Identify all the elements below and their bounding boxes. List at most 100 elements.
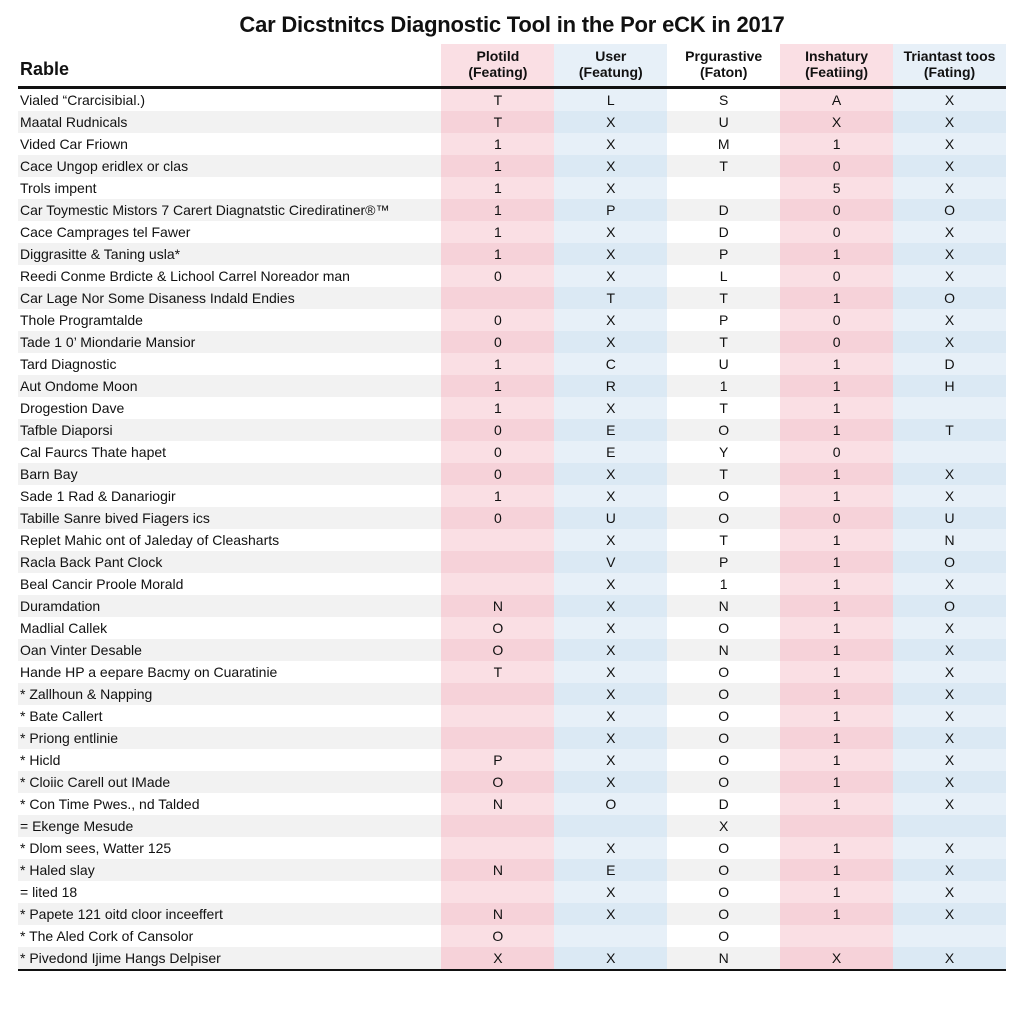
cell: R — [554, 375, 667, 397]
cell: T — [893, 419, 1006, 441]
table-row: Thole Programtalde0XP0X — [18, 309, 1006, 331]
row-label: * Bate Callert — [18, 705, 441, 727]
cell: X — [554, 133, 667, 155]
table-row: * Papete 121 oitd cloor inceeffertNXO1X — [18, 903, 1006, 925]
cell: N — [667, 639, 780, 661]
cell: 1 — [780, 595, 893, 617]
cell: O — [667, 881, 780, 903]
cell: 0 — [780, 221, 893, 243]
row-label: Tard Diagnostic — [18, 353, 441, 375]
cell: X — [893, 793, 1006, 815]
table-row: Tade 1 0’ Miondarie Mansior0XT0X — [18, 331, 1006, 353]
cell: X — [441, 947, 554, 970]
row-label: * Con Time Pwes., nd Talded — [18, 793, 441, 815]
row-label: * Hicld — [18, 749, 441, 771]
row-label: Vided Car Friown — [18, 133, 441, 155]
table-row: Tafble Diaporsi0EO1T — [18, 419, 1006, 441]
cell: X — [780, 947, 893, 970]
cell: X — [554, 903, 667, 925]
cell: 1 — [780, 419, 893, 441]
cell: 1 — [780, 705, 893, 727]
cell: T — [667, 397, 780, 419]
cell: 1 — [780, 133, 893, 155]
table-row: Tard Diagnostic1CU1D — [18, 353, 1006, 375]
cell: X — [554, 331, 667, 353]
cell: X — [893, 617, 1006, 639]
cell: T — [667, 463, 780, 485]
row-label: Reedi Conme Brdicte & Lichool Carrel Nor… — [18, 265, 441, 287]
cell: T — [667, 331, 780, 353]
cell: Y — [667, 441, 780, 463]
cell: U — [893, 507, 1006, 529]
cell: X — [554, 243, 667, 265]
cell: X — [554, 463, 667, 485]
cell: X — [554, 595, 667, 617]
cell: X — [893, 243, 1006, 265]
cell: X — [893, 881, 1006, 903]
cell: X — [554, 573, 667, 595]
cell: 1 — [441, 199, 554, 221]
cell: X — [893, 177, 1006, 199]
cell: X — [554, 397, 667, 419]
cell: 1 — [780, 353, 893, 375]
table-row: Hande HP a eepare Bacmy on CuaratinieTXO… — [18, 661, 1006, 683]
column-header: User(Featung) — [554, 44, 667, 88]
cell: N — [441, 859, 554, 881]
cell: O — [667, 903, 780, 925]
cell: N — [893, 529, 1006, 551]
cell: 0 — [441, 265, 554, 287]
row-label: Cace Camprages tel Fawer — [18, 221, 441, 243]
table-row: * Haled slayNEO1X — [18, 859, 1006, 881]
table-row: Vided Car Friown1XM1X — [18, 133, 1006, 155]
table-row: * Cloiic Carell out IMadeOXO1X — [18, 771, 1006, 793]
column-header-top: Inshatury — [805, 48, 868, 64]
row-label: Madlial Callek — [18, 617, 441, 639]
header-row: Rable Plotild(Feating)User(Featung)Prgur… — [18, 44, 1006, 88]
cell: N — [441, 793, 554, 815]
cell — [893, 815, 1006, 837]
row-label: * The Aled Cork of Cansolor — [18, 925, 441, 947]
table-row: Beal Cancir Proole MoraldX11X — [18, 573, 1006, 595]
cell: X — [554, 683, 667, 705]
cell — [780, 925, 893, 947]
column-header-top: Prgurastive — [685, 48, 762, 64]
table-row: Maatal RudnicalsTXUXX — [18, 111, 1006, 133]
cell: O — [667, 705, 780, 727]
row-label: Tade 1 0’ Miondarie Mansior — [18, 331, 441, 353]
table-row: * Bate CallertXO1X — [18, 705, 1006, 727]
cell: E — [554, 419, 667, 441]
cell: X — [893, 837, 1006, 859]
table-row: Tabille Sanre bived Fiagers ics0UO0U — [18, 507, 1006, 529]
cell: 5 — [780, 177, 893, 199]
cell: X — [893, 485, 1006, 507]
cell: 1 — [780, 903, 893, 925]
row-label: Aut Ondome Moon — [18, 375, 441, 397]
cell: 1 — [780, 573, 893, 595]
table-row: Trols impent1X5X — [18, 177, 1006, 199]
cell: X — [554, 485, 667, 507]
row-label: * Priong entlinie — [18, 727, 441, 749]
cell: X — [893, 265, 1006, 287]
cell: X — [554, 155, 667, 177]
cell: X — [893, 727, 1006, 749]
row-label: Drogestion Dave — [18, 397, 441, 419]
cell: X — [554, 111, 667, 133]
cell: 0 — [441, 331, 554, 353]
cell: 1 — [441, 177, 554, 199]
cell: X — [893, 221, 1006, 243]
row-label: Car Lage Nor Some Disaness Indald Endies — [18, 287, 441, 309]
cell: 1 — [780, 243, 893, 265]
cell: D — [667, 199, 780, 221]
cell: L — [554, 88, 667, 112]
cell: 1 — [441, 133, 554, 155]
cell: X — [780, 111, 893, 133]
cell — [893, 441, 1006, 463]
cell: O — [667, 617, 780, 639]
row-label: Sade 1 Rad & Danariogir — [18, 485, 441, 507]
cell: 1 — [780, 463, 893, 485]
table-row: Car Toymestic Mistors 7 Carert Diagnatst… — [18, 199, 1006, 221]
cell: X — [554, 177, 667, 199]
cell — [667, 177, 780, 199]
cell: N — [667, 595, 780, 617]
cell: X — [893, 88, 1006, 112]
